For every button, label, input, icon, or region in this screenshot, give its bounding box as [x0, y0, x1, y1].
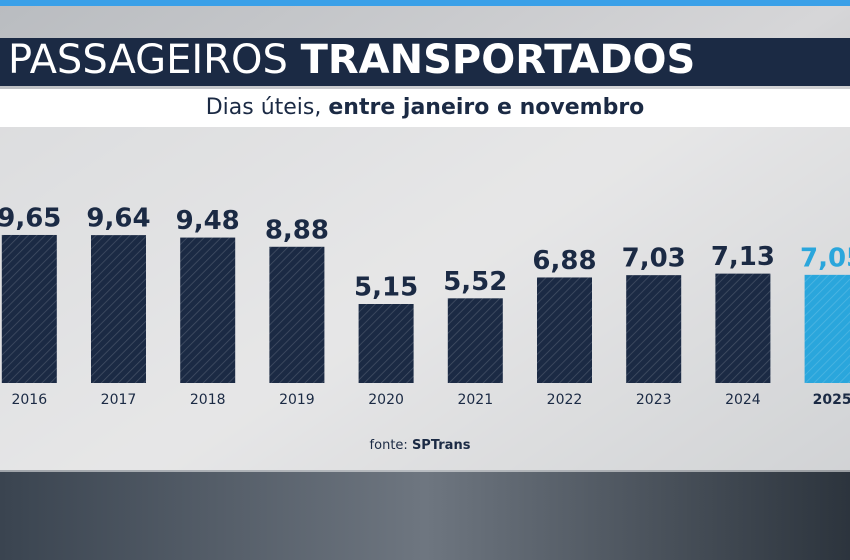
bar-hatch — [626, 275, 682, 383]
bar-hatch — [447, 298, 503, 383]
value-label: 5,52 — [443, 267, 507, 297]
bar-hatch — [715, 273, 771, 383]
bar-hatch — [91, 235, 146, 383]
bar-hatch — [804, 274, 850, 383]
bar-hatch — [180, 237, 236, 383]
bar-hatch — [1, 234, 57, 383]
value-label: 9,65 — [0, 203, 61, 233]
x-tick-label: 2025 — [813, 392, 850, 408]
value-label: 7,03 — [622, 244, 686, 274]
title-light: PASSAGEIROS — [8, 37, 288, 83]
value-label: 7,13 — [711, 242, 775, 272]
bar-hatch — [358, 303, 414, 383]
subtitle-light: Dias úteis, — [206, 95, 322, 120]
background-photo — [0, 470, 850, 560]
source: fonte: SPTrans — [370, 438, 471, 453]
x-tick-label: 2022 — [547, 392, 583, 408]
value-label: 5,15 — [354, 272, 418, 302]
x-tick-label: 2021 — [457, 392, 493, 408]
x-tick-label: 2017 — [101, 392, 137, 408]
value-label: 7,05 — [800, 243, 850, 273]
chart-title: PASSAGEIROS TRANSPORTADOS — [8, 37, 695, 83]
x-tick-label: 2024 — [725, 392, 761, 408]
source-name: SPTrans — [412, 438, 471, 453]
value-label: 9,64 — [86, 204, 150, 234]
title-band — [0, 38, 850, 86]
title-bold: TRANSPORTADOS — [301, 37, 696, 83]
x-tick-label: 2020 — [368, 392, 404, 408]
bar-hatch — [537, 277, 592, 383]
x-tick-label: 2019 — [279, 392, 315, 408]
subtitle-bold: entre janeiro e novembro — [328, 95, 644, 120]
x-tick-label: 2016 — [11, 392, 47, 408]
value-label: 9,48 — [176, 206, 240, 236]
top-stripe — [0, 0, 850, 6]
bar-hatch — [269, 246, 325, 383]
value-label: 8,88 — [265, 215, 329, 245]
subtitle: Dias úteis, entre janeiro e novembro — [206, 95, 645, 120]
x-tick-label: 2023 — [636, 392, 672, 408]
subtitle-band — [0, 89, 850, 127]
source-label: fonte: — [370, 438, 408, 453]
x-tick-label: 2018 — [190, 392, 226, 408]
value-label: 6,88 — [532, 246, 596, 276]
